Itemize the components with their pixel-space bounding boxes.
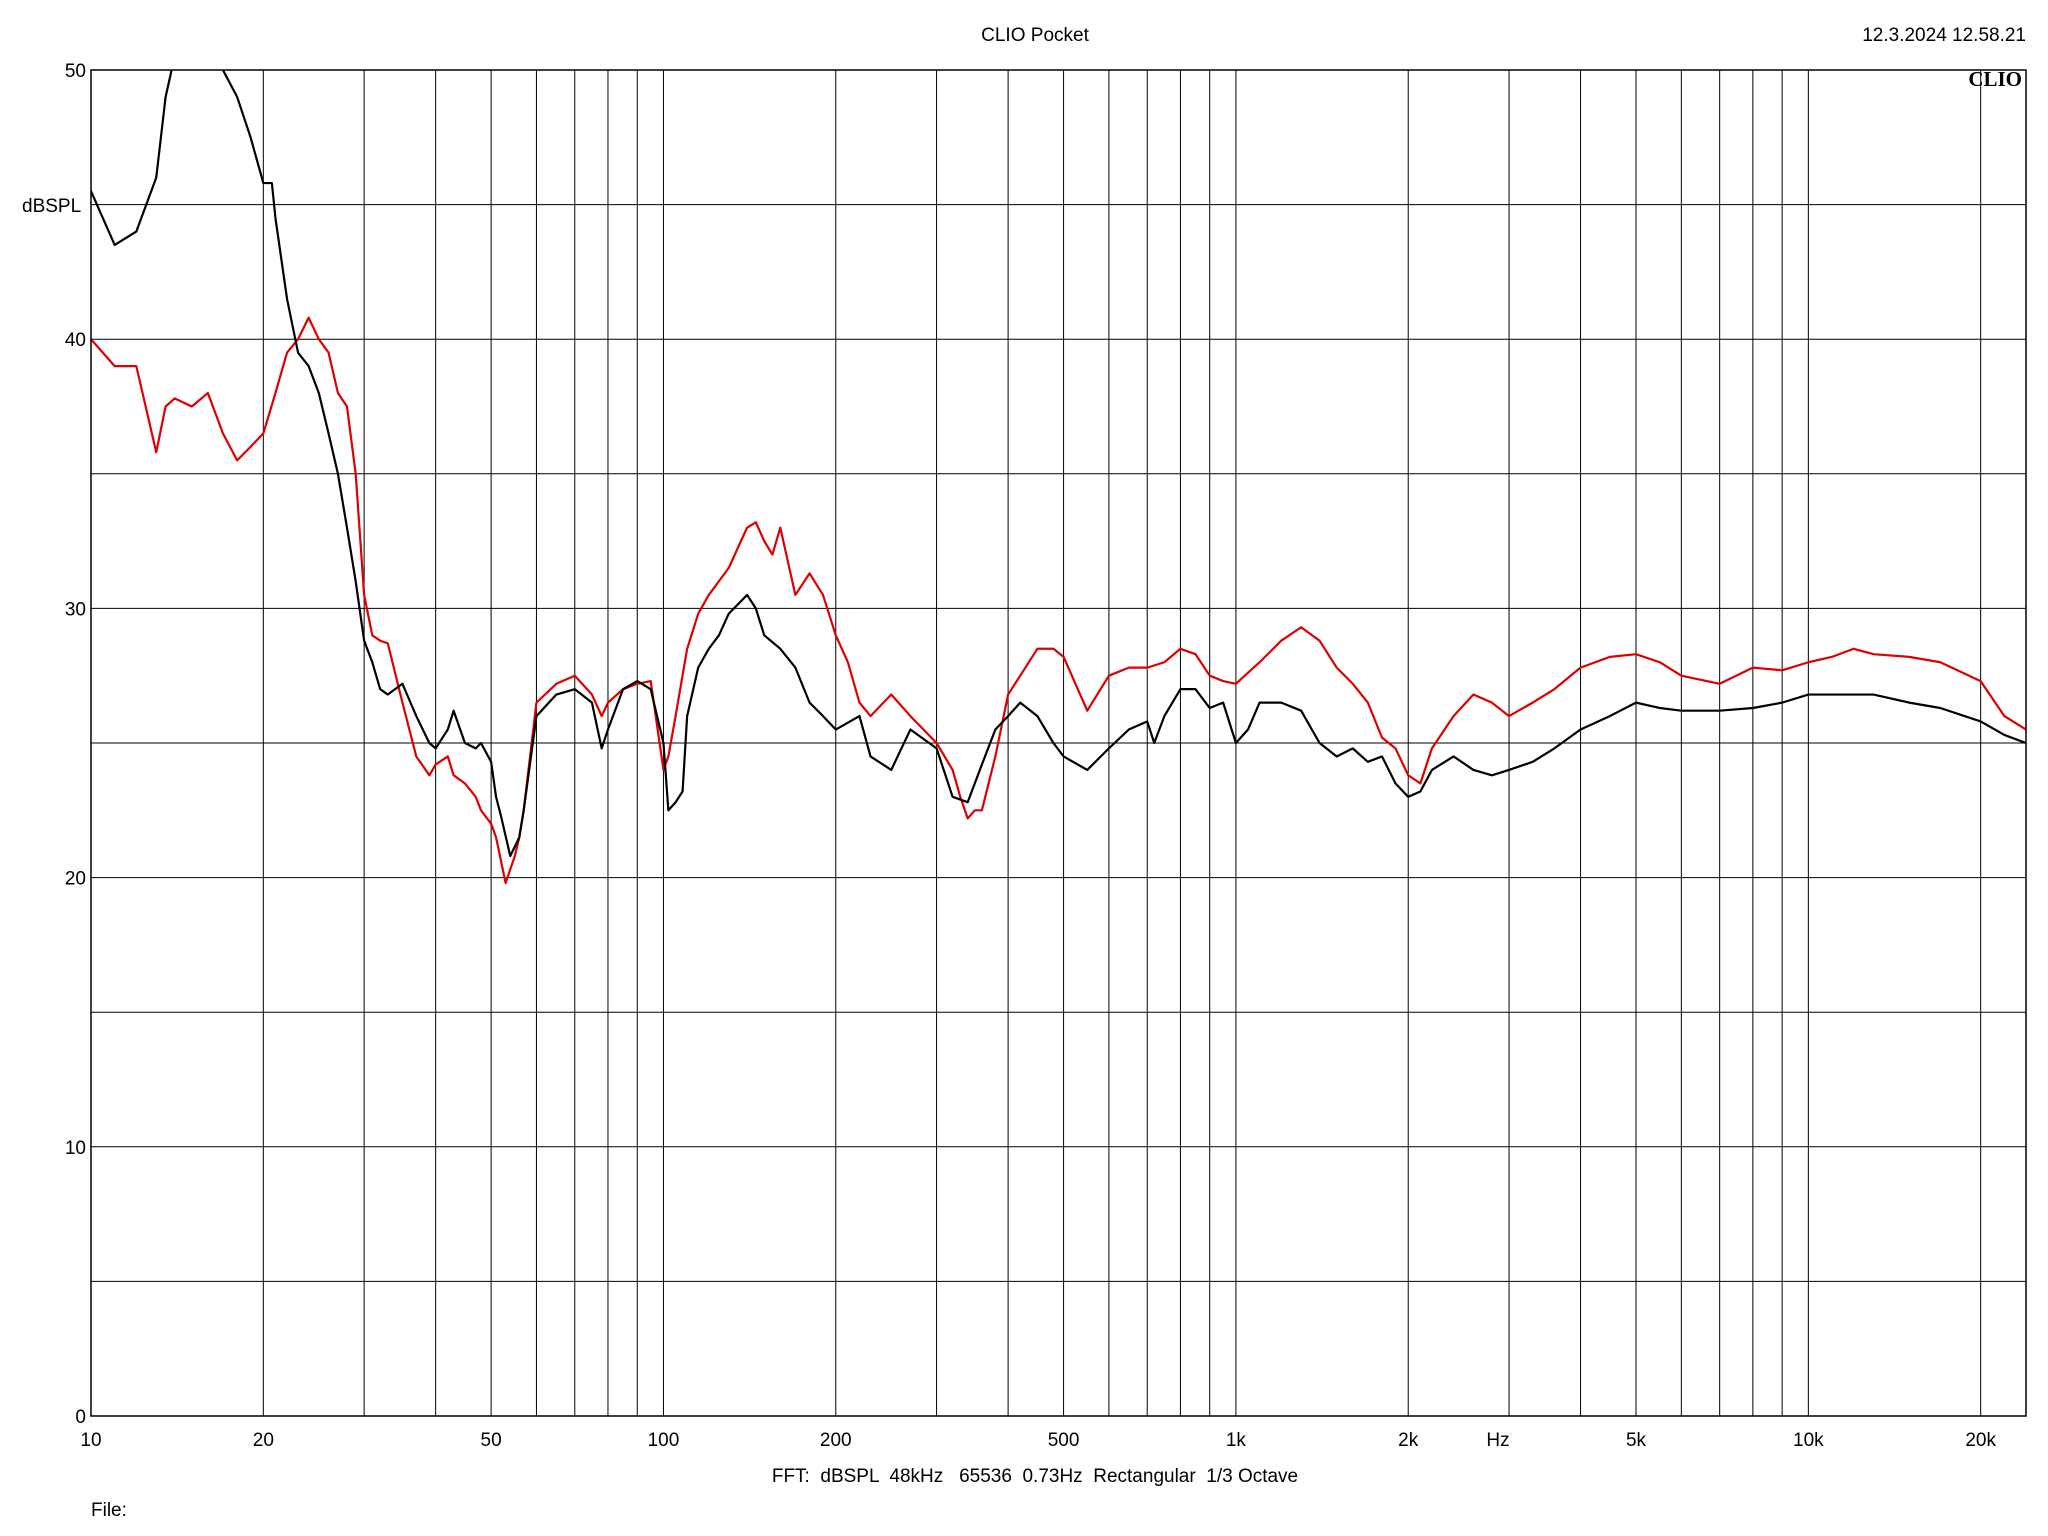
x-tick-label: 20: [253, 1430, 274, 1451]
file-label: File:: [91, 1500, 127, 1521]
x-tick-label: 10k: [1793, 1430, 1824, 1451]
x-tick-labels: 10 20 50 100 200 500 1k 2k 5k 10k 20k: [80, 1430, 1996, 1451]
series-line-red: [91, 316, 2026, 885]
x-tick-label: 1k: [1226, 1430, 1247, 1451]
y-tick-label: 10: [65, 1138, 86, 1159]
y-tick-label: 30: [65, 599, 86, 620]
x-tick-label: 50: [481, 1430, 502, 1451]
x-tick-label: 5k: [1626, 1430, 1647, 1451]
x-tick-label: 2k: [1398, 1430, 1419, 1451]
timestamp: 12.3.2024 12.58.21: [1862, 25, 2026, 46]
plot-grid: [91, 70, 2026, 1416]
x-tick-label: 200: [820, 1430, 852, 1451]
clio-logo: CLIO: [1968, 67, 2022, 91]
x-tick-label: 20k: [1965, 1430, 1996, 1451]
y-axis-label: dBSPL: [22, 196, 81, 217]
x-tick-label: 500: [1048, 1430, 1080, 1451]
y-tick-labels: 0 10 20 30 40 50: [65, 61, 86, 1428]
measurement-settings: FFT: dBSPL 48kHz 65536 0.73Hz Rectangula…: [772, 1466, 1298, 1487]
series-line-black: [91, 70, 2026, 858]
x-tick-label: 10: [80, 1430, 101, 1451]
y-tick-label: 50: [65, 61, 86, 82]
y-tick-label: 0: [75, 1407, 86, 1428]
y-tick-label: 40: [65, 330, 86, 351]
chart-title: CLIO Pocket: [981, 25, 1089, 46]
x-axis-label: Hz: [1486, 1430, 1509, 1451]
plot-frame: [90, 69, 2027, 1417]
x-tick-label: 100: [648, 1430, 680, 1451]
y-tick-label: 20: [65, 869, 86, 890]
series-layer: [91, 70, 2026, 885]
